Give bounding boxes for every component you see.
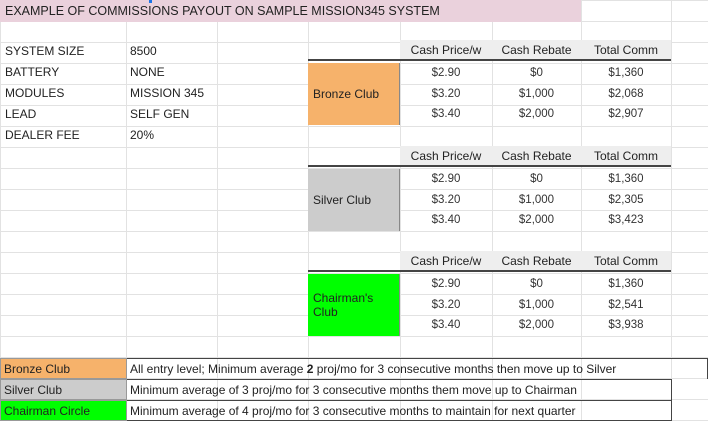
- header-cash-price[interactable]: Cash Price/w: [400, 251, 492, 272]
- header-cash-price[interactable]: Cash Price/w: [400, 146, 492, 167]
- header-cash-price[interactable]: Cash Price/w: [400, 40, 492, 61]
- rule-text-chairman[interactable]: Minimum average of 4 proj/mo for 3 conse…: [127, 400, 672, 421]
- header-total-comm[interactable]: Total Comm: [581, 251, 671, 272]
- spec-value-lead[interactable]: SELF GEN: [130, 107, 190, 121]
- table-cell[interactable]: $2.90: [431, 278, 461, 290]
- spec-label-battery[interactable]: BATTERY: [5, 65, 60, 79]
- sheet-title[interactable]: EXAMPLE OF COMMISSIONS PAYOUT ON SAMPLE …: [0, 0, 581, 22]
- club-label-chairman[interactable]: Chairman's Club: [308, 274, 400, 336]
- spec-label-dealer-fee[interactable]: DEALER FEE: [5, 128, 80, 142]
- spec-label-lead[interactable]: LEAD: [5, 107, 37, 121]
- table-cell[interactable]: $0: [530, 67, 543, 79]
- table-cell[interactable]: $2,541: [608, 299, 644, 311]
- column-divider: [126, 0, 127, 421]
- spec-label-modules[interactable]: MODULES: [5, 86, 65, 100]
- table-cell[interactable]: $1,000: [518, 88, 555, 100]
- club-label-bronze[interactable]: Bronze Club: [308, 63, 400, 125]
- club-name: Bronze Club: [313, 87, 380, 101]
- table-cell[interactable]: $3.40: [431, 214, 461, 226]
- table-cell[interactable]: $3.20: [431, 88, 461, 100]
- table-cell[interactable]: $2.90: [431, 67, 461, 79]
- rule-name-chairman[interactable]: Chairman Circle: [0, 400, 127, 421]
- rule-text-silver[interactable]: Minimum average of 3 proj/mo for 3 conse…: [127, 379, 672, 400]
- column-divider: [671, 0, 672, 421]
- header-cash-rebate[interactable]: Cash Rebate: [492, 251, 581, 272]
- table-cell[interactable]: $3,423: [608, 214, 644, 226]
- club-name: Chairman's Club: [313, 291, 374, 319]
- table-cell[interactable]: $1,000: [518, 299, 555, 311]
- table-cell[interactable]: $1,360: [608, 67, 644, 79]
- spec-value-battery[interactable]: NONE: [130, 65, 165, 79]
- header-cash-rebate[interactable]: Cash Rebate: [492, 146, 581, 167]
- table-cell[interactable]: $3.20: [431, 299, 461, 311]
- rule-name-bronze[interactable]: Bronze Club: [0, 358, 127, 379]
- table-cell[interactable]: $1,000: [518, 194, 555, 206]
- table-cell[interactable]: $2,068: [608, 88, 644, 100]
- header-spacer: [308, 40, 400, 61]
- spec-label-system-size[interactable]: SYSTEM SIZE: [5, 44, 85, 58]
- club-name: Silver Club: [313, 193, 372, 207]
- header-cash-rebate[interactable]: Cash Rebate: [492, 40, 581, 61]
- header-spacer: [308, 146, 400, 167]
- spec-value-dealer-fee[interactable]: 20%: [130, 128, 155, 142]
- club-label-silver[interactable]: Silver Club: [308, 169, 400, 231]
- table-cell[interactable]: $3,938: [608, 319, 644, 331]
- header-spacer: [308, 251, 400, 272]
- column-divider: [492, 0, 493, 421]
- table-cell[interactable]: $1,360: [608, 173, 644, 185]
- rule-name-silver[interactable]: Silver Club: [0, 379, 127, 400]
- spec-value-modules[interactable]: MISSION 345: [130, 86, 205, 100]
- table-cell[interactable]: $2,305: [608, 194, 644, 206]
- table-cell[interactable]: $2,000: [518, 319, 555, 331]
- header-total-comm[interactable]: Total Comm: [581, 146, 671, 167]
- table-cell[interactable]: $2.90: [431, 173, 461, 185]
- table-cell[interactable]: $1,360: [608, 278, 644, 290]
- rule-text-emphasis: 2: [306, 362, 314, 376]
- table-cell[interactable]: $3.20: [431, 194, 461, 206]
- table-cell[interactable]: $3.40: [431, 319, 461, 331]
- column-divider: [581, 0, 582, 421]
- table-cell[interactable]: $2,000: [518, 214, 555, 226]
- table-cell[interactable]: $3.40: [431, 108, 461, 120]
- table-cell[interactable]: $0: [530, 278, 543, 290]
- column-divider: [400, 0, 401, 421]
- column-divider: [217, 0, 218, 421]
- cell-cursor-marker: [149, 0, 152, 3]
- table-cell[interactable]: $2,907: [608, 108, 644, 120]
- rule-text-part: proj/mo for 3 consecutive months then mo…: [313, 362, 617, 376]
- table-cell[interactable]: $0: [530, 173, 543, 185]
- header-total-comm[interactable]: Total Comm: [581, 40, 671, 61]
- rule-text-bronze[interactable]: All entry level; Minimum average 2 proj/…: [127, 358, 708, 379]
- spec-value-system-size[interactable]: 8500: [130, 44, 157, 58]
- table-cell[interactable]: $2,000: [518, 108, 555, 120]
- rule-text-part: All entry level; Minimum average: [130, 362, 307, 376]
